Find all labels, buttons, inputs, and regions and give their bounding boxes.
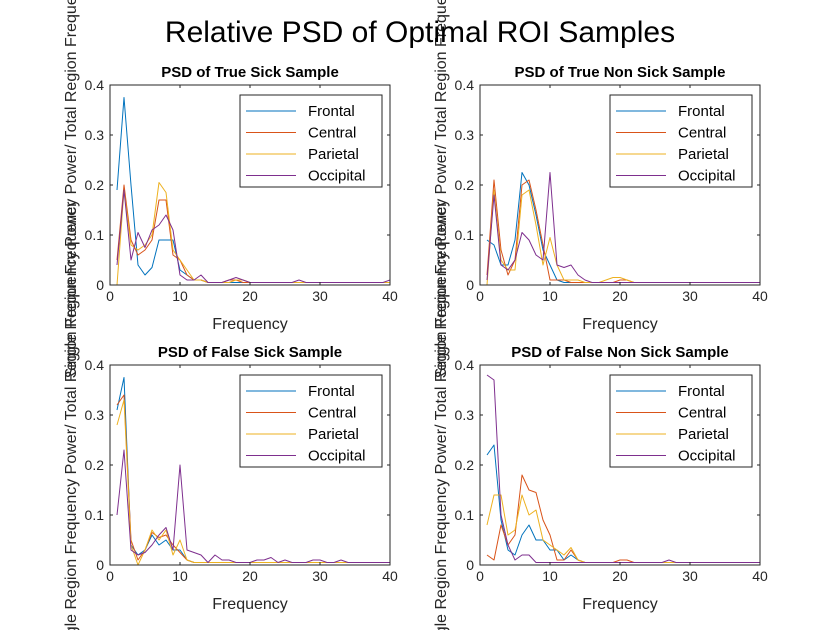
y-tick-label: 0.3 — [85, 407, 105, 423]
legend-label-parietal: Parietal — [678, 426, 729, 443]
legend-box — [609, 374, 753, 468]
y-tick-label: 0.2 — [85, 457, 105, 473]
legend: Frontal Central Parietal Occipital — [609, 374, 753, 468]
y-tick-label: 0.1 — [85, 507, 105, 523]
x-tick-label: 0 — [476, 288, 484, 304]
legend-label-parietal: Parietal — [678, 146, 729, 163]
subplot-title: PSD of False Non Sick Sample — [511, 344, 729, 361]
x-tick-label: 40 — [752, 288, 768, 304]
x-tick-label: 20 — [612, 288, 628, 304]
x-tick-label: 0 — [106, 568, 114, 584]
y-tick-label: 0.2 — [455, 177, 475, 193]
x-tick-label: 30 — [682, 568, 698, 584]
x-tick-label: 20 — [612, 568, 628, 584]
subplot-title: PSD of False Sick Sample — [158, 344, 342, 361]
y-axis-label: Single Region Frequency Power/ Total Reg… — [63, 201, 80, 630]
x-tick-label: 30 — [312, 288, 328, 304]
x-axis-label: Frequency — [582, 316, 658, 333]
x-axis-label: Frequency — [212, 596, 288, 613]
series-group — [486, 374, 760, 563]
subplot-title: PSD of True Non Sick Sample — [515, 64, 726, 81]
x-tick-label: 10 — [542, 288, 558, 304]
x-axis-label: Frequency — [582, 596, 658, 613]
legend-label-occipital: Occipital — [678, 448, 736, 465]
y-axis-label: Single Region Frequency Power/ Total Reg… — [433, 0, 450, 378]
x-tick-label: 10 — [542, 568, 558, 584]
legend-label-occipital: Occipital — [678, 168, 736, 185]
subplot-3: 0 10 20 30 40 0 0.1 0.2 0.3 0.4 PSD of False Sick … — [63, 201, 398, 635]
y-tick-label: 0.4 — [455, 77, 475, 93]
legend-label-central: Central — [678, 405, 726, 422]
x-tick-label: 0 — [476, 568, 484, 584]
y-tick-label: 0 — [466, 277, 474, 293]
y-axis-label: Single Region Frequency Power/ Total Reg… — [433, 201, 450, 630]
subplot-1: 0 10 20 30 40 0 0.1 0.2 0.3 0.4 PSD of True Sick S… — [63, 0, 398, 378]
series-line-occipital — [486, 172, 760, 283]
series-group — [486, 172, 760, 285]
y-tick-label: 0.1 — [455, 227, 475, 243]
y-tick-label: 0.4 — [455, 357, 475, 373]
subplot-4: 0 10 20 30 40 0 0.1 0.2 0.3 0.4 PSD of False Non S… — [433, 201, 768, 635]
legend-label-frontal: Frontal — [678, 103, 725, 120]
y-tick-label: 0.2 — [455, 457, 475, 473]
legend-label-central: Central — [308, 405, 356, 422]
legend-box — [239, 374, 383, 468]
y-tick-label: 0 — [96, 277, 104, 293]
y-tick-label: 0.3 — [455, 407, 475, 423]
legend-label-frontal: Frontal — [308, 383, 355, 400]
x-tick-label: 20 — [242, 568, 258, 584]
subplot-title: PSD of True Sick Sample — [161, 64, 339, 81]
legend: Frontal Central Parietal Occipital — [239, 374, 383, 468]
x-tick-label: 10 — [172, 288, 188, 304]
y-tick-label: 0 — [466, 557, 474, 573]
legend-label-frontal: Frontal — [308, 103, 355, 120]
x-tick-label: 30 — [312, 568, 328, 584]
series-line-occipital — [116, 449, 390, 563]
legend-label-parietal: Parietal — [308, 146, 359, 163]
x-tick-label: 30 — [682, 288, 698, 304]
legend-label-central: Central — [678, 125, 726, 142]
legend: Frontal Central Parietal Occipital — [239, 94, 383, 188]
series-group — [116, 377, 390, 565]
legend-label-central: Central — [308, 125, 356, 142]
y-tick-label: 0.3 — [85, 127, 105, 143]
x-tick-label: 20 — [242, 288, 258, 304]
y-tick-label: 0.1 — [85, 227, 105, 243]
legend-box — [609, 94, 753, 188]
legend-label-parietal: Parietal — [308, 426, 359, 443]
x-tick-label: 10 — [172, 568, 188, 584]
legend: Frontal Central Parietal Occipital — [609, 94, 753, 188]
x-tick-label: 40 — [382, 288, 398, 304]
series-line-occipital — [486, 374, 760, 563]
legend-label-frontal: Frontal — [678, 383, 725, 400]
legend-box — [239, 94, 383, 188]
x-tick-label: 0 — [106, 288, 114, 304]
x-axis-label: Frequency — [212, 316, 288, 333]
y-tick-label: 0.2 — [85, 177, 105, 193]
y-tick-label: 0 — [96, 557, 104, 573]
series-line-parietal — [116, 399, 390, 565]
x-tick-label: 40 — [382, 568, 398, 584]
y-tick-label: 0.1 — [455, 507, 475, 523]
y-tick-label: 0.4 — [85, 357, 105, 373]
subplot-2: 0 10 20 30 40 0 0.1 0.2 0.3 0.4 PSD of True Non Si… — [433, 0, 768, 378]
legend-label-occipital: Occipital — [308, 168, 366, 185]
series-line-occipital — [116, 189, 390, 283]
y-tick-label: 0.4 — [85, 77, 105, 93]
x-tick-label: 40 — [752, 568, 768, 584]
y-tick-label: 0.3 — [455, 127, 475, 143]
legend-label-occipital: Occipital — [308, 448, 366, 465]
series-group — [116, 97, 390, 285]
y-axis-label: Single Region Frequency Power/ Total Reg… — [63, 0, 80, 378]
figure-title: Relative PSD of Optimal ROI Samples — [165, 16, 675, 49]
